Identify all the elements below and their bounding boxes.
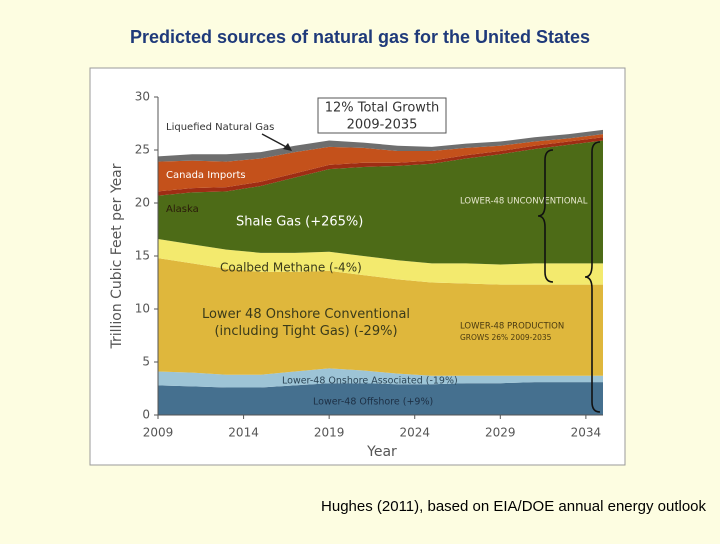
annotation: 12% Total Growth — [325, 101, 440, 116]
x-tick-label: 2029 — [485, 426, 516, 440]
series-label: Alaska — [166, 204, 199, 215]
y-tick-label: 30 — [135, 90, 150, 104]
series-label: Coalbed Methane (-4%) — [220, 261, 362, 275]
annotation: LOWER-48 PRODUCTION — [460, 322, 564, 332]
areas — [158, 129, 603, 415]
slide-title: Predicted sources of natural gas for the… — [130, 27, 590, 47]
series-label: Lower 48 Onshore Conventional (including… — [201, 307, 411, 339]
x-axis-label: Year — [366, 444, 397, 460]
x-tick-label: 2034 — [571, 426, 602, 440]
annotation-box — [317, 97, 447, 134]
area — [158, 239, 603, 285]
y-tick-label: 5 — [142, 355, 150, 369]
overlay: 12% Total Growth 2009-2035 LOWER-48 UNCO… — [109, 90, 603, 460]
area — [158, 140, 603, 265]
brace — [584, 141, 601, 413]
series-label: Canada Imports — [166, 170, 246, 181]
arrow-head — [283, 143, 292, 151]
series-label: Shale Gas (+265%) — [236, 215, 363, 230]
source-note: Hughes (2011), based on EIA/DOE annual e… — [321, 498, 706, 515]
series-label: Liquefied Natural Gas — [166, 122, 274, 133]
area — [158, 258, 603, 376]
series-label-box: Lower 48 Onshore Conventional (including… — [201, 307, 411, 339]
area — [158, 137, 603, 196]
y-tick-label: 10 — [135, 302, 150, 316]
series-label: Lower-48 Onshore Associated (-19%) — [282, 376, 458, 387]
annotation: 2009-2035 — [347, 118, 418, 133]
y-tick-label: 15 — [135, 249, 150, 263]
area — [158, 368, 603, 388]
y-tick-label: 0 — [142, 408, 150, 422]
annotation: GROWS 26% 2009-2035 — [460, 333, 552, 342]
y-axis-label: Trillion Cubic Feet per Year — [109, 163, 125, 349]
brace — [537, 149, 554, 283]
series-label: Lower-48 Offshore (+9%) — [313, 397, 433, 408]
area — [158, 382, 603, 415]
y-tick-label: 25 — [135, 143, 150, 157]
area — [158, 134, 603, 192]
y-tick-label: 20 — [135, 196, 150, 210]
area — [158, 129, 603, 162]
x-tick-label: 2019 — [314, 426, 345, 440]
x-tick-label: 2024 — [399, 426, 430, 440]
annotation: LOWER-48 UNCONVENTIONAL — [460, 197, 588, 207]
x-tick-label: 2014 — [228, 426, 259, 440]
x-tick-label: 2009 — [143, 426, 174, 440]
